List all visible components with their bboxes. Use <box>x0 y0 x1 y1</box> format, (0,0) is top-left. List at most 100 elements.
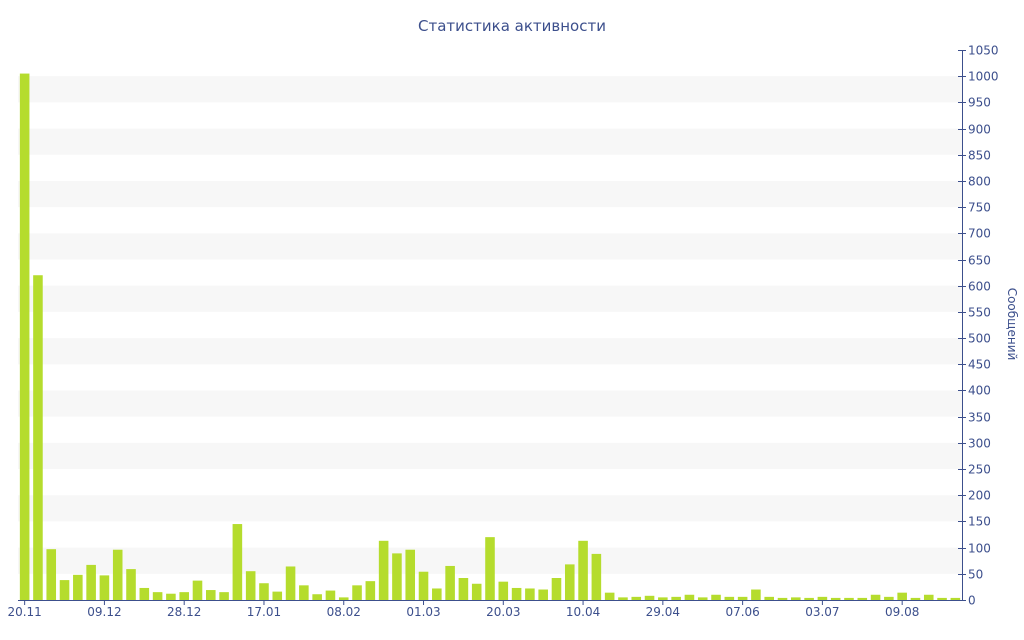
bar <box>73 574 83 600</box>
bar <box>724 596 735 600</box>
y-tick-label: 650 <box>968 254 991 268</box>
bar <box>485 537 495 600</box>
bar <box>870 594 881 600</box>
chart-title: Статистика активности <box>418 17 606 35</box>
bar <box>112 549 123 600</box>
y-tick-label: 950 <box>968 96 991 110</box>
bar <box>511 587 522 600</box>
bar <box>126 569 136 600</box>
bar <box>152 592 163 600</box>
bar <box>285 566 296 600</box>
bar <box>99 575 110 600</box>
grid-band <box>18 495 962 522</box>
bar <box>897 592 907 600</box>
bar <box>245 571 256 600</box>
grid-band <box>18 180 962 208</box>
bar <box>937 597 947 600</box>
bar <box>618 597 628 600</box>
y-tick-label: 150 <box>968 515 991 529</box>
bar <box>232 524 243 600</box>
bars-group <box>19 73 961 601</box>
y-tick-label: 350 <box>968 411 991 425</box>
bar <box>857 597 868 600</box>
bar <box>432 588 442 600</box>
grid-bands <box>18 76 962 574</box>
y-tick-label: 550 <box>968 306 991 320</box>
y-tick-label: 1000 <box>968 70 999 84</box>
y-tick-label: 900 <box>968 123 991 137</box>
bar <box>206 590 216 600</box>
grid-band <box>18 128 962 155</box>
x-tick-label: 29.04 <box>646 605 680 619</box>
y-tick-label: 300 <box>968 437 991 451</box>
bar <box>658 597 668 600</box>
y-tick-label: 400 <box>968 384 991 398</box>
bar <box>365 581 376 600</box>
x-tick-label: 28.12 <box>167 605 201 619</box>
bar <box>844 597 854 600</box>
bar <box>564 564 575 600</box>
y-tick-label: 250 <box>968 463 991 477</box>
bar <box>179 592 189 600</box>
grid-band <box>18 390 962 417</box>
y-tick-label: 700 <box>968 227 991 241</box>
bar <box>471 583 482 600</box>
bar <box>312 594 322 600</box>
y-tick-label: 0 <box>968 594 976 608</box>
y-tick-label: 500 <box>968 332 991 346</box>
bar <box>697 597 708 600</box>
bar <box>378 540 389 600</box>
bar <box>272 591 283 600</box>
y-tick-label: 100 <box>968 542 991 556</box>
grid-band <box>18 442 962 470</box>
bar <box>884 596 894 600</box>
bar <box>299 585 309 600</box>
x-tick-label: 03.07 <box>805 605 839 619</box>
bar <box>458 578 469 600</box>
x-tick-label: 07.06 <box>725 605 759 619</box>
y-tick-label: 50 <box>968 568 983 582</box>
x-tick-label: 20.03 <box>486 605 520 619</box>
bar <box>551 578 562 600</box>
y-tick-label: 600 <box>968 280 991 294</box>
bar <box>418 571 429 600</box>
bar <box>791 597 801 600</box>
y-tick-label: 750 <box>968 201 991 215</box>
grid-band <box>18 76 962 103</box>
x-tick-label: 20.11 <box>7 605 41 619</box>
bar <box>259 583 269 600</box>
x-tick-label: 09.12 <box>87 605 121 619</box>
bar <box>19 73 30 601</box>
bar <box>764 596 774 600</box>
bar <box>631 596 642 600</box>
y-axis-title: Сообщений <box>1005 288 1019 361</box>
bar <box>910 597 921 600</box>
bar <box>591 553 602 600</box>
bar <box>166 593 176 600</box>
bar <box>604 592 615 600</box>
bar <box>538 589 548 600</box>
bar <box>392 553 402 600</box>
bar <box>711 594 721 600</box>
bar <box>737 596 748 600</box>
y-tick-label: 1050 <box>968 44 999 58</box>
bar <box>86 564 96 600</box>
bar <box>46 549 57 600</box>
bar <box>33 275 43 600</box>
bar <box>644 595 655 600</box>
bar <box>219 592 229 600</box>
bar <box>338 597 349 600</box>
grid-band <box>18 233 962 260</box>
bar <box>59 580 70 600</box>
bar <box>804 597 814 600</box>
bar <box>950 597 961 600</box>
bar <box>352 585 362 600</box>
bar <box>817 596 828 600</box>
bar <box>671 596 681 600</box>
y-tick-label: 850 <box>968 149 991 163</box>
y-tick-label: 200 <box>968 489 991 503</box>
x-axis: 20.11 09.12 28.12 17.01 08.02 01.03 20.03 10.04… <box>7 600 962 619</box>
bar <box>751 589 761 600</box>
